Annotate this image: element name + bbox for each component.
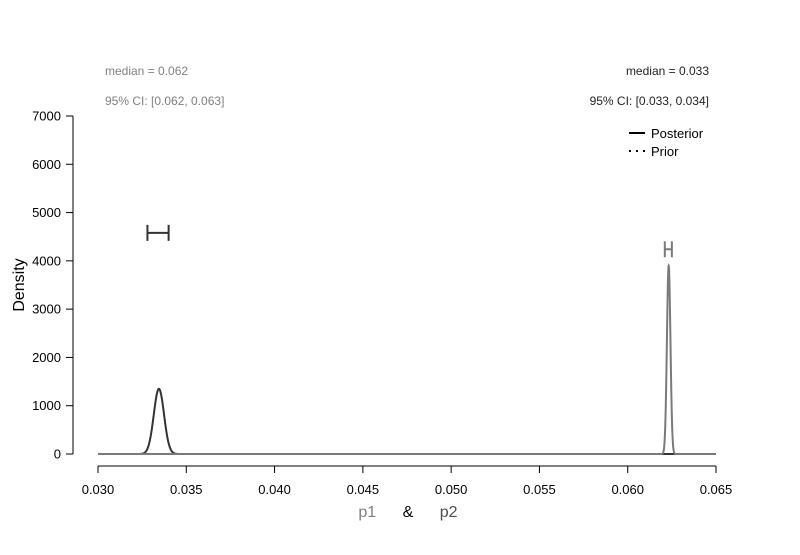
x-tick-label: 0.030 (82, 482, 115, 497)
y-tick-label: 4000 (32, 253, 61, 268)
x-label-p1: p1 (358, 504, 376, 521)
y-tick-label: 1000 (32, 398, 61, 413)
x-tick-label: 0.060 (611, 482, 644, 497)
x-label-ampersand: & (403, 504, 414, 521)
posterior-line-1 (98, 387, 716, 455)
y-tick-label: 0 (54, 447, 61, 462)
x-tick-label: 0.055 (523, 482, 556, 497)
y-tick-label: 7000 (32, 109, 61, 124)
x-label-p2: p2 (440, 504, 458, 521)
legend-prior-label: Prior (651, 144, 679, 159)
annotation-right-ci: 95% CI: [0.033, 0.034] (590, 94, 709, 108)
y-tick-label: 3000 (32, 302, 61, 317)
annotation-left-median: median = 0.062 (105, 64, 188, 78)
y-axis: 0 1000 2000 3000 4000 5000 6000 7000 (32, 109, 74, 462)
y-tick-label: 2000 (32, 350, 61, 365)
legend-posterior-label: Posterior (651, 126, 704, 141)
x-tick-label: 0.035 (170, 482, 203, 497)
annotation-right-median: median = 0.033 (626, 64, 709, 78)
annotation-left-ci: 95% CI: [0.062, 0.063] (105, 94, 224, 108)
plot-area (98, 224, 716, 455)
x-axis: 0.030 0.035 0.040 0.045 0.050 0.055 0.060 0.065 (82, 465, 733, 497)
x-tick-label: 0.050 (435, 482, 468, 497)
y-tick-label: 6000 (32, 157, 61, 172)
y-tick-label: 5000 (32, 205, 61, 220)
y-axis-label: Density (11, 258, 28, 311)
x-tick-label: 0.040 (258, 482, 291, 497)
x-axis-label: p1 & p2 (358, 504, 457, 521)
x-tick-label: 0.045 (347, 482, 380, 497)
x-tick-label: 0.065 (700, 482, 733, 497)
legend: Posterior Prior (629, 126, 704, 159)
posterior-line-2 (98, 262, 716, 455)
